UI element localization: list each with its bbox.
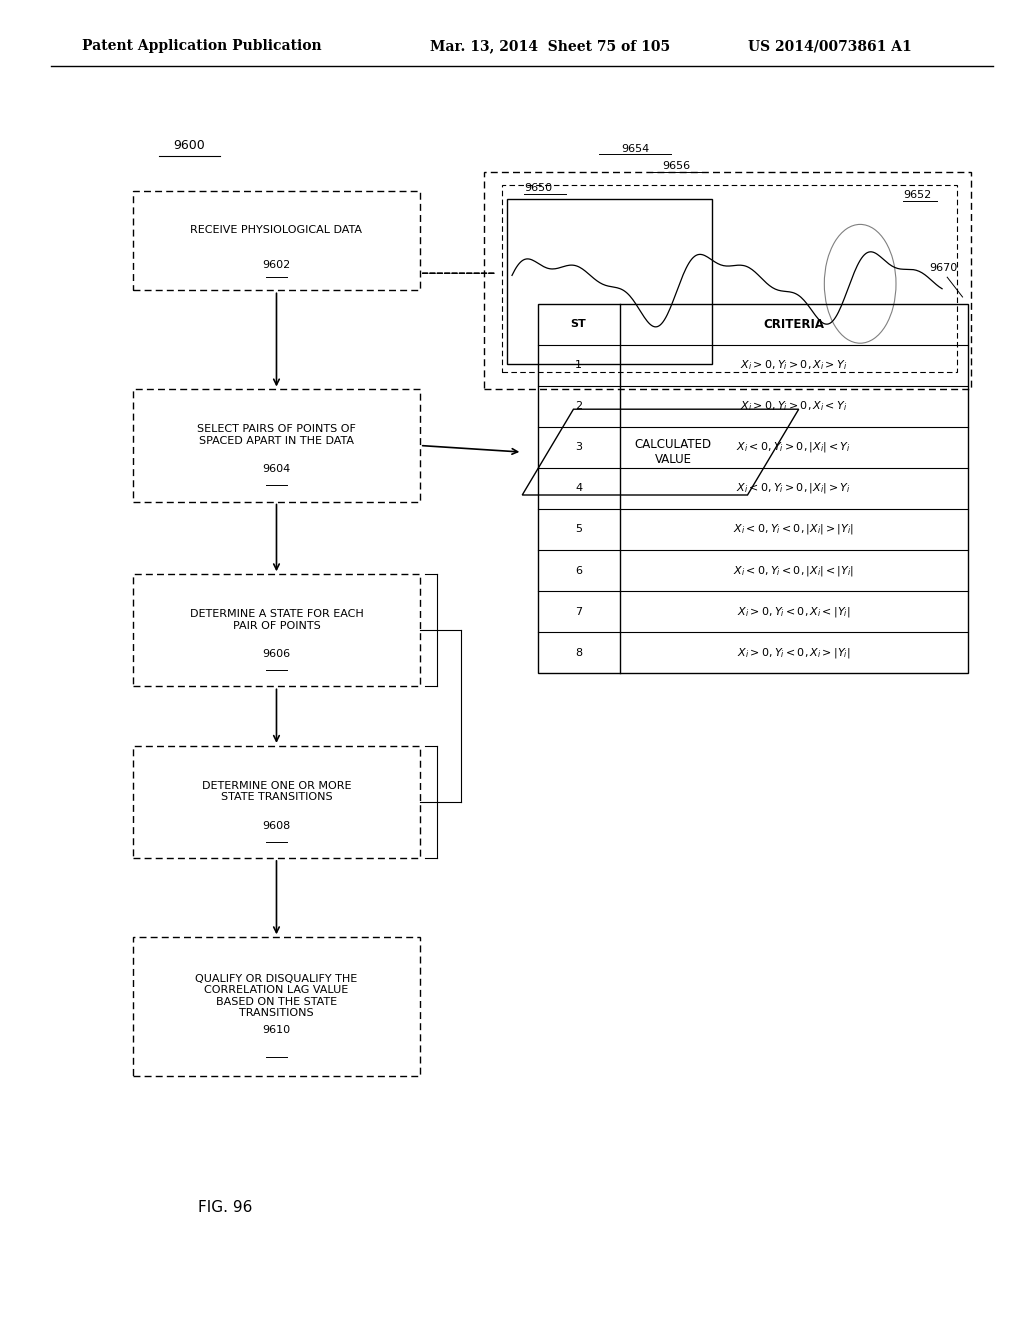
- Bar: [538, 304, 968, 673]
- Text: $X_i<0, Y_i>0, |X_i|>Y_i$: $X_i<0, Y_i>0, |X_i|>Y_i$: [736, 482, 851, 495]
- Bar: [502, 185, 957, 372]
- Text: $X_i<0, Y_i>0, |X_i|<Y_i$: $X_i<0, Y_i>0, |X_i|<Y_i$: [736, 441, 851, 454]
- Bar: [133, 937, 420, 1076]
- Text: Patent Application Publication: Patent Application Publication: [82, 40, 322, 53]
- Bar: [133, 574, 420, 686]
- Text: CALCULATED
VALUE: CALCULATED VALUE: [635, 438, 712, 466]
- Bar: [484, 172, 971, 389]
- Bar: [133, 746, 420, 858]
- Text: Mar. 13, 2014  Sheet 75 of 105: Mar. 13, 2014 Sheet 75 of 105: [430, 40, 670, 53]
- Bar: [133, 389, 420, 502]
- Text: 9654: 9654: [621, 144, 649, 154]
- Text: $X_i<0, Y_i<0, |X_i|>|Y_i|$: $X_i<0, Y_i<0, |X_i|>|Y_i|$: [733, 523, 854, 536]
- Text: $X_i<0, Y_i<0, |X_i|<|Y_i|$: $X_i<0, Y_i<0, |X_i|<|Y_i|$: [733, 564, 854, 578]
- Text: 8: 8: [575, 648, 582, 657]
- Text: 5: 5: [575, 524, 582, 535]
- Text: 9610: 9610: [262, 1026, 291, 1035]
- Text: 9650: 9650: [524, 183, 552, 194]
- Text: 9652: 9652: [903, 190, 932, 201]
- Text: DETERMINE A STATE FOR EACH
PAIR OF POINTS: DETERMINE A STATE FOR EACH PAIR OF POINT…: [189, 609, 364, 631]
- Text: 9656: 9656: [662, 161, 690, 172]
- Text: 2: 2: [575, 401, 582, 412]
- Text: 1: 1: [575, 360, 582, 370]
- Text: 9606: 9606: [262, 649, 291, 659]
- Text: 7: 7: [575, 607, 582, 616]
- Text: 3: 3: [575, 442, 582, 453]
- Text: $X_i>0, Y_i<0, X_i>|Y_i|$: $X_i>0, Y_i<0, X_i>|Y_i|$: [736, 645, 851, 660]
- Text: $X_i>0, Y_i>0, X_i<Y_i$: $X_i>0, Y_i>0, X_i<Y_i$: [740, 400, 847, 413]
- Text: 6: 6: [575, 565, 582, 576]
- Bar: [507, 199, 712, 364]
- Text: QUALIFY OR DISQUALIFY THE
CORRELATION LAG VALUE
BASED ON THE STATE
TRANSITIONS: QUALIFY OR DISQUALIFY THE CORRELATION LA…: [196, 974, 357, 1018]
- Text: $X_i>0, Y_i<0, X_i<|Y_i|$: $X_i>0, Y_i<0, X_i<|Y_i|$: [736, 605, 851, 619]
- Text: 9604: 9604: [262, 465, 291, 474]
- Text: 9602: 9602: [262, 260, 291, 269]
- Text: SELECT PAIRS OF POINTS OF
SPACED APART IN THE DATA: SELECT PAIRS OF POINTS OF SPACED APART I…: [197, 424, 356, 446]
- Text: 9670: 9670: [929, 263, 957, 273]
- Text: 9600: 9600: [173, 139, 206, 152]
- Bar: [133, 191, 420, 290]
- Text: US 2014/0073861 A1: US 2014/0073861 A1: [748, 40, 911, 53]
- Text: $X_i>0, Y_i>0, X_i>Y_i$: $X_i>0, Y_i>0, X_i>Y_i$: [740, 358, 847, 372]
- Text: 9608: 9608: [262, 821, 291, 830]
- Text: RECEIVE PHYSIOLOGICAL DATA: RECEIVE PHYSIOLOGICAL DATA: [190, 226, 362, 235]
- Text: FIG. 96: FIG. 96: [198, 1200, 253, 1216]
- Text: CRITERIA: CRITERIA: [763, 318, 824, 330]
- Text: DETERMINE ONE OR MORE
STATE TRANSITIONS: DETERMINE ONE OR MORE STATE TRANSITIONS: [202, 780, 351, 803]
- Text: ST: ST: [570, 319, 587, 329]
- Text: 4: 4: [575, 483, 582, 494]
